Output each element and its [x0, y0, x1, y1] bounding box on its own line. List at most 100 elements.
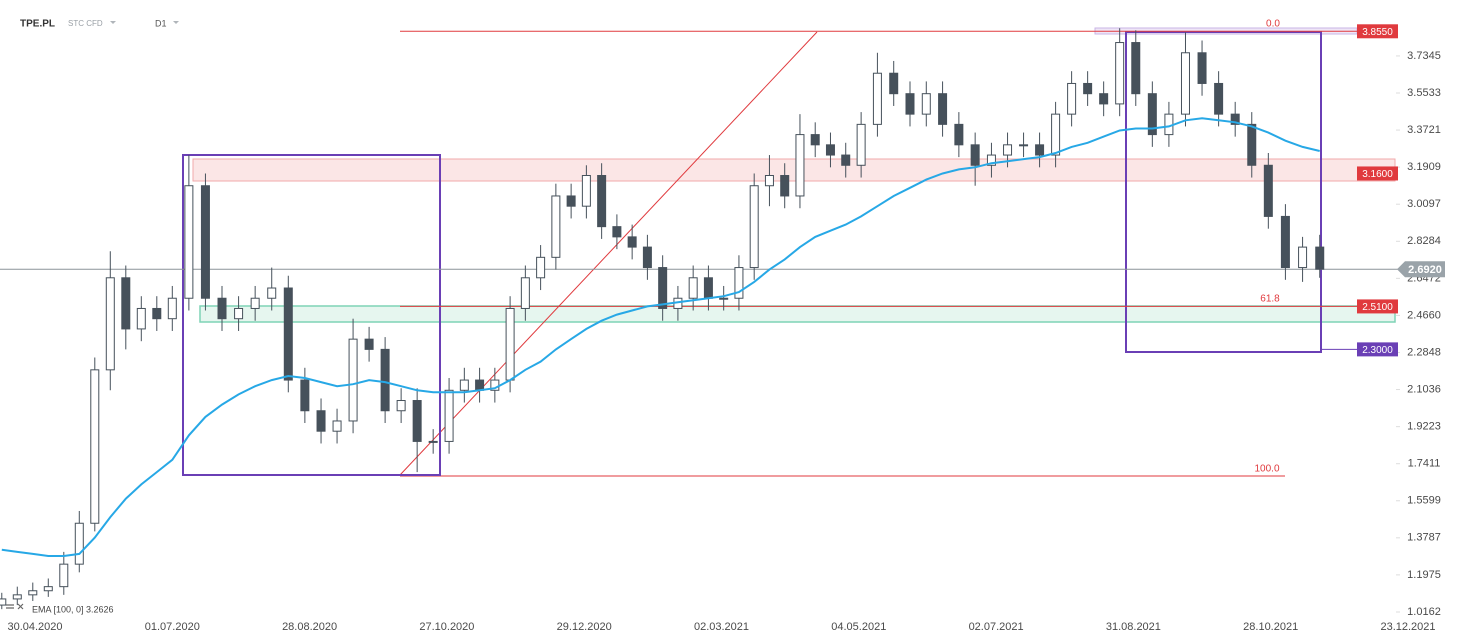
x-tick-label: 29.12.2020 — [557, 621, 612, 633]
candle-body — [1147, 93, 1157, 136]
candle-body — [658, 267, 668, 309]
y-tick-label: 2.4660 — [1407, 309, 1441, 321]
y-tick-label: 1.1975 — [1407, 569, 1441, 581]
candle-body — [0, 598, 7, 606]
candle-body — [986, 154, 996, 166]
timeframe[interactable]: D1 — [155, 18, 167, 28]
dropdown-icon[interactable] — [110, 21, 116, 24]
indicator-icons[interactable] — [6, 603, 24, 610]
y-tick-label: 1.0162 — [1407, 606, 1441, 618]
candle-body — [856, 123, 866, 166]
candle-body — [234, 307, 244, 320]
candle-body — [428, 440, 438, 443]
candle-body — [121, 277, 131, 330]
price-tag-label: 3.8550 — [1362, 27, 1393, 38]
candle-body — [348, 338, 358, 422]
candle-body — [74, 522, 84, 565]
price-tag-label: 2.3000 — [1362, 345, 1393, 356]
candle-body — [536, 256, 546, 279]
x-tick-label: 31.08.2021 — [1106, 621, 1161, 633]
candle-body — [300, 379, 310, 412]
candle-body — [1230, 113, 1240, 125]
plot — [0, 28, 1400, 610]
candle-body — [872, 72, 882, 125]
candle-body — [1180, 52, 1190, 115]
candle-body — [1131, 42, 1141, 95]
y-tick-label: 3.0097 — [1407, 198, 1441, 210]
candle-body — [627, 236, 637, 248]
support-zone — [199, 305, 1396, 323]
instrument-type: STC CFD — [68, 19, 103, 28]
candle-body — [795, 134, 805, 197]
x-tick-label: 23.12.2021 — [1380, 621, 1435, 633]
y-tick-label: 3.1909 — [1407, 161, 1441, 173]
candle-body — [1099, 93, 1109, 105]
y-tick-label: 1.3787 — [1407, 532, 1441, 544]
candle-body — [475, 379, 485, 391]
price-tag — [1357, 299, 1398, 314]
y-tick-label: 1.5599 — [1407, 495, 1441, 507]
y-tick-label: 2.8284 — [1407, 235, 1441, 247]
candle-body — [749, 185, 759, 269]
candle-body — [597, 175, 607, 228]
candle-body — [1083, 82, 1093, 95]
candle-body — [841, 154, 851, 166]
candle-body — [250, 297, 260, 309]
y-tick-label: 2.1036 — [1407, 383, 1441, 395]
candle-body — [581, 175, 591, 207]
candle-body — [921, 93, 931, 115]
y-tick-label: 1.9223 — [1407, 421, 1441, 433]
candle-body — [444, 389, 454, 442]
symbol[interactable]: TPE.PL — [20, 19, 55, 30]
y-tick-label: 2.2848 — [1407, 346, 1441, 358]
y-tick-label: 3.3721 — [1407, 124, 1441, 136]
candle-body — [90, 369, 100, 524]
dropdown-icon[interactable] — [173, 21, 179, 24]
candle-body — [703, 277, 713, 299]
resistance-zone — [192, 158, 1396, 182]
y-tick-label: 3.7345 — [1407, 50, 1441, 62]
range-box — [1125, 31, 1322, 353]
candle-body — [970, 144, 980, 166]
candle-body — [1263, 164, 1273, 217]
candle-body — [43, 586, 53, 592]
x-tick-label: 02.03.2021 — [694, 621, 749, 633]
candle-body — [28, 590, 38, 596]
candle-body — [412, 400, 422, 442]
candle-body — [364, 338, 374, 350]
fib-label: 61.8 — [1260, 294, 1280, 305]
candle-body — [267, 287, 277, 299]
candle-body — [380, 348, 390, 412]
indicator-legend: EMA [100, 0] 3.2626 — [32, 604, 114, 614]
candle-body — [889, 72, 899, 95]
price-tag — [1357, 166, 1398, 181]
candle-body — [1019, 144, 1029, 147]
candle-body — [938, 93, 948, 125]
candle-body — [217, 297, 227, 320]
candle-body — [184, 185, 194, 299]
x-tick-label: 28.10.2021 — [1243, 621, 1298, 633]
y-tick-label: 3.5533 — [1407, 87, 1441, 99]
candle-body — [688, 277, 698, 299]
x-tick-label: 01.07.2020 — [145, 621, 200, 633]
candle-body — [825, 144, 835, 156]
fib-trend-line — [399, 31, 818, 476]
fib-label: 100.0 — [1254, 464, 1279, 475]
candle-body — [1298, 246, 1308, 269]
last-price-label: 2.6920 — [1408, 264, 1442, 276]
candle-body — [396, 400, 406, 412]
x-tick-label: 30.04.2020 — [7, 621, 62, 633]
candle-body — [152, 307, 162, 320]
candle-body — [1067, 82, 1077, 115]
candle-body — [1315, 246, 1325, 270]
candle-body — [505, 307, 515, 381]
ema-line — [1, 117, 1320, 557]
candle-body — [316, 410, 326, 432]
candle-body — [566, 195, 576, 207]
candle-body — [332, 420, 342, 432]
candle-body — [59, 563, 69, 588]
candle-body — [105, 277, 115, 371]
range-box — [182, 154, 441, 476]
candle-body — [136, 307, 146, 330]
